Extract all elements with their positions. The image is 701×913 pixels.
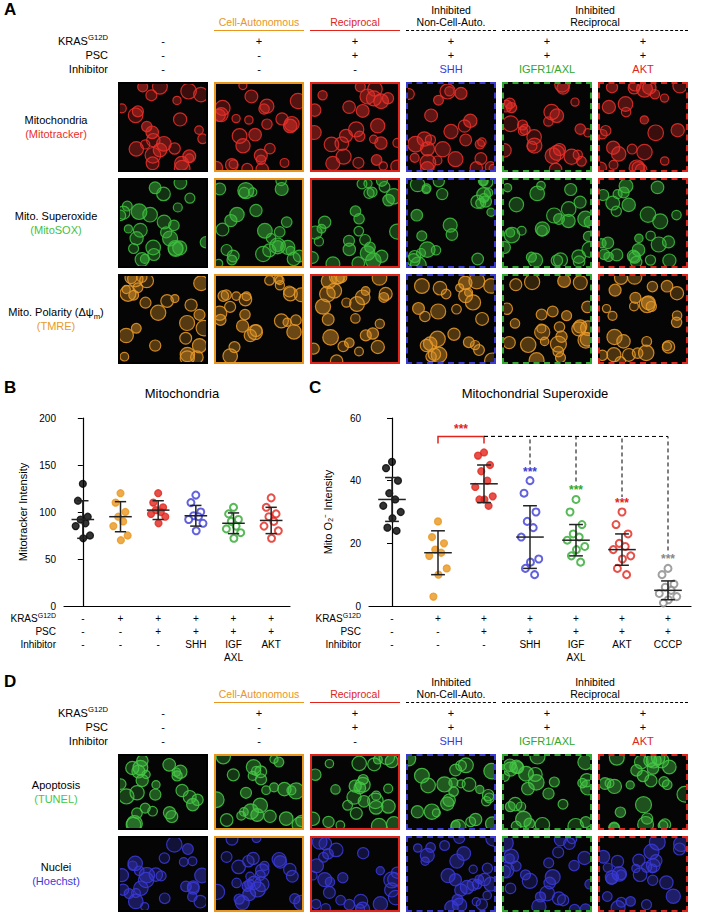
svg-text:***: ***: [454, 422, 468, 436]
svg-text:Mitotracker Intensity: Mitotracker Intensity: [17, 462, 29, 561]
svg-text:+: +: [155, 613, 161, 624]
svg-text:150: 150: [39, 460, 56, 471]
svg-text:-: -: [436, 639, 439, 650]
svg-text:+: +: [481, 626, 487, 637]
svg-text:IGF: IGF: [568, 639, 585, 650]
html-text:Inhibited Non-Cell-Auto.: Inhibited Non-Cell-Auto.: [416, 676, 486, 700]
svg-text:+: +: [231, 613, 237, 624]
html-text:Mito. Superoxide: Mito. Superoxide: [14, 210, 98, 222]
svg-text:+: +: [665, 613, 671, 624]
html-text:Reciprocal: Reciprocal: [330, 16, 380, 28]
svg-text:Mitochondria: Mitochondria: [145, 386, 220, 401]
svg-text:-: -: [81, 639, 84, 650]
html-text:C: C: [309, 378, 322, 397]
html-text:Inhibitor: Inhibitor: [68, 63, 108, 75]
html-text:Reciprocal: Reciprocal: [330, 688, 380, 700]
html-text:A: A: [4, 0, 17, 19]
html-text:D: D: [4, 672, 17, 691]
svg-text:0: 0: [50, 601, 56, 612]
html-text:AKT: AKT: [632, 63, 654, 75]
svg-text:AKT: AKT: [261, 639, 280, 650]
html-text:(Hoechst): (Hoechst): [32, 875, 80, 887]
html-text:KRASG12D: KRASG12D: [57, 33, 108, 47]
svg-text:+: +: [435, 613, 441, 624]
svg-text:CCCP: CCCP: [654, 639, 683, 650]
svg-text:200: 200: [39, 413, 56, 424]
html-text:SHH: SHH: [439, 735, 463, 747]
svg-text:AKT: AKT: [612, 639, 631, 650]
svg-text:50: 50: [45, 554, 57, 565]
html-text:PSC: PSC: [85, 49, 108, 61]
html-text:(TUNEL): (TUNEL): [34, 793, 78, 805]
svg-text:-: -: [119, 639, 122, 650]
svg-text:***: ***: [615, 496, 629, 510]
svg-text:-: -: [482, 639, 485, 650]
html-text:Mito. Polarity (Δψm): Mito. Polarity (Δψm): [8, 306, 104, 322]
svg-text:+: +: [268, 626, 274, 637]
html-text:Nuclei: Nuclei: [40, 861, 72, 873]
html-text:PSC: PSC: [35, 626, 56, 637]
svg-text:***: ***: [569, 483, 583, 497]
svg-text:+: +: [619, 613, 625, 624]
html-text:IGFR1/AXL: IGFR1/AXL: [518, 735, 576, 747]
svg-text:+: +: [619, 626, 625, 637]
html-text:Inhibited Non-Cell-Auto.: Inhibited Non-Cell-Auto.: [416, 4, 486, 28]
svg-text:40: 40: [350, 475, 362, 486]
svg-text:+: +: [118, 613, 124, 624]
svg-text:20: 20: [350, 538, 362, 549]
html-text:Mitochondria: Mitochondria: [24, 114, 88, 126]
html-text:Inhibitor: Inhibitor: [325, 639, 361, 650]
svg-text:0: 0: [355, 601, 361, 612]
html-text:Inhibited Reciprocal: Inhibited Reciprocal: [570, 676, 620, 700]
svg-text:-: -: [436, 626, 439, 637]
html-text:AKT: AKT: [632, 735, 654, 747]
html-text:Cell-Autonomous: Cell-Autonomous: [218, 16, 300, 28]
html-text:Inhibitor: Inhibitor: [20, 639, 56, 650]
svg-text:***: ***: [661, 552, 675, 566]
html-text:PSC: PSC: [85, 721, 108, 733]
svg-text:+: +: [268, 613, 274, 624]
svg-text:+: +: [665, 626, 671, 637]
svg-text:Mitochondrial Superoxide: Mitochondrial Superoxide: [462, 386, 609, 401]
svg-text:-: -: [81, 626, 84, 637]
html-text:KRASG12D: KRASG12D: [57, 705, 108, 719]
svg-text:AXL: AXL: [567, 652, 586, 663]
html-text:Cell-Autonomous: Cell-Autonomous: [218, 688, 300, 700]
svg-text:60: 60: [350, 413, 362, 424]
svg-text:Mito O₂⁻ Intensity: Mito O₂⁻ Intensity: [322, 469, 334, 554]
svg-text:-: -: [119, 626, 122, 637]
html-text:IGFR1/AXL: IGFR1/AXL: [518, 63, 576, 75]
html-text:B: B: [4, 378, 17, 397]
svg-text:IGF: IGF: [225, 639, 242, 650]
svg-text:+: +: [193, 626, 199, 637]
svg-text:AXL: AXL: [224, 652, 243, 663]
html-text:KRASG12D: KRASG12D: [10, 611, 56, 624]
svg-text:SHH: SHH: [519, 639, 540, 650]
html-text:Inhibited Reciprocal: Inhibited Reciprocal: [570, 4, 620, 28]
html-text:Apoptosis: Apoptosis: [31, 779, 81, 791]
svg-text:+: +: [481, 613, 487, 624]
svg-text:+: +: [527, 613, 533, 624]
svg-text:+: +: [573, 626, 579, 637]
svg-text:-: -: [156, 639, 159, 650]
svg-text:***: ***: [523, 465, 537, 479]
html-text:(TMRE): (TMRE): [36, 320, 76, 332]
html-text:PSC: PSC: [340, 626, 361, 637]
svg-text:+: +: [527, 626, 533, 637]
svg-text:-: -: [81, 613, 84, 624]
svg-text:-: -: [390, 613, 393, 624]
svg-text:SHH: SHH: [185, 639, 206, 650]
html-text:Inhibitor: Inhibitor: [68, 735, 108, 747]
html-text:KRASG12D: KRASG12D: [315, 611, 361, 624]
html-text:(Mitotracker): (Mitotracker): [25, 128, 87, 140]
svg-text:+: +: [231, 626, 237, 637]
svg-text:-: -: [390, 639, 393, 650]
svg-text:-: -: [390, 626, 393, 637]
html-text:SHH: SHH: [439, 63, 463, 75]
svg-text:+: +: [193, 613, 199, 624]
svg-text:+: +: [573, 613, 579, 624]
html-text:(MitoSOX): (MitoSOX): [30, 224, 82, 236]
svg-text:100: 100: [39, 507, 56, 518]
svg-text:+: +: [155, 626, 161, 637]
